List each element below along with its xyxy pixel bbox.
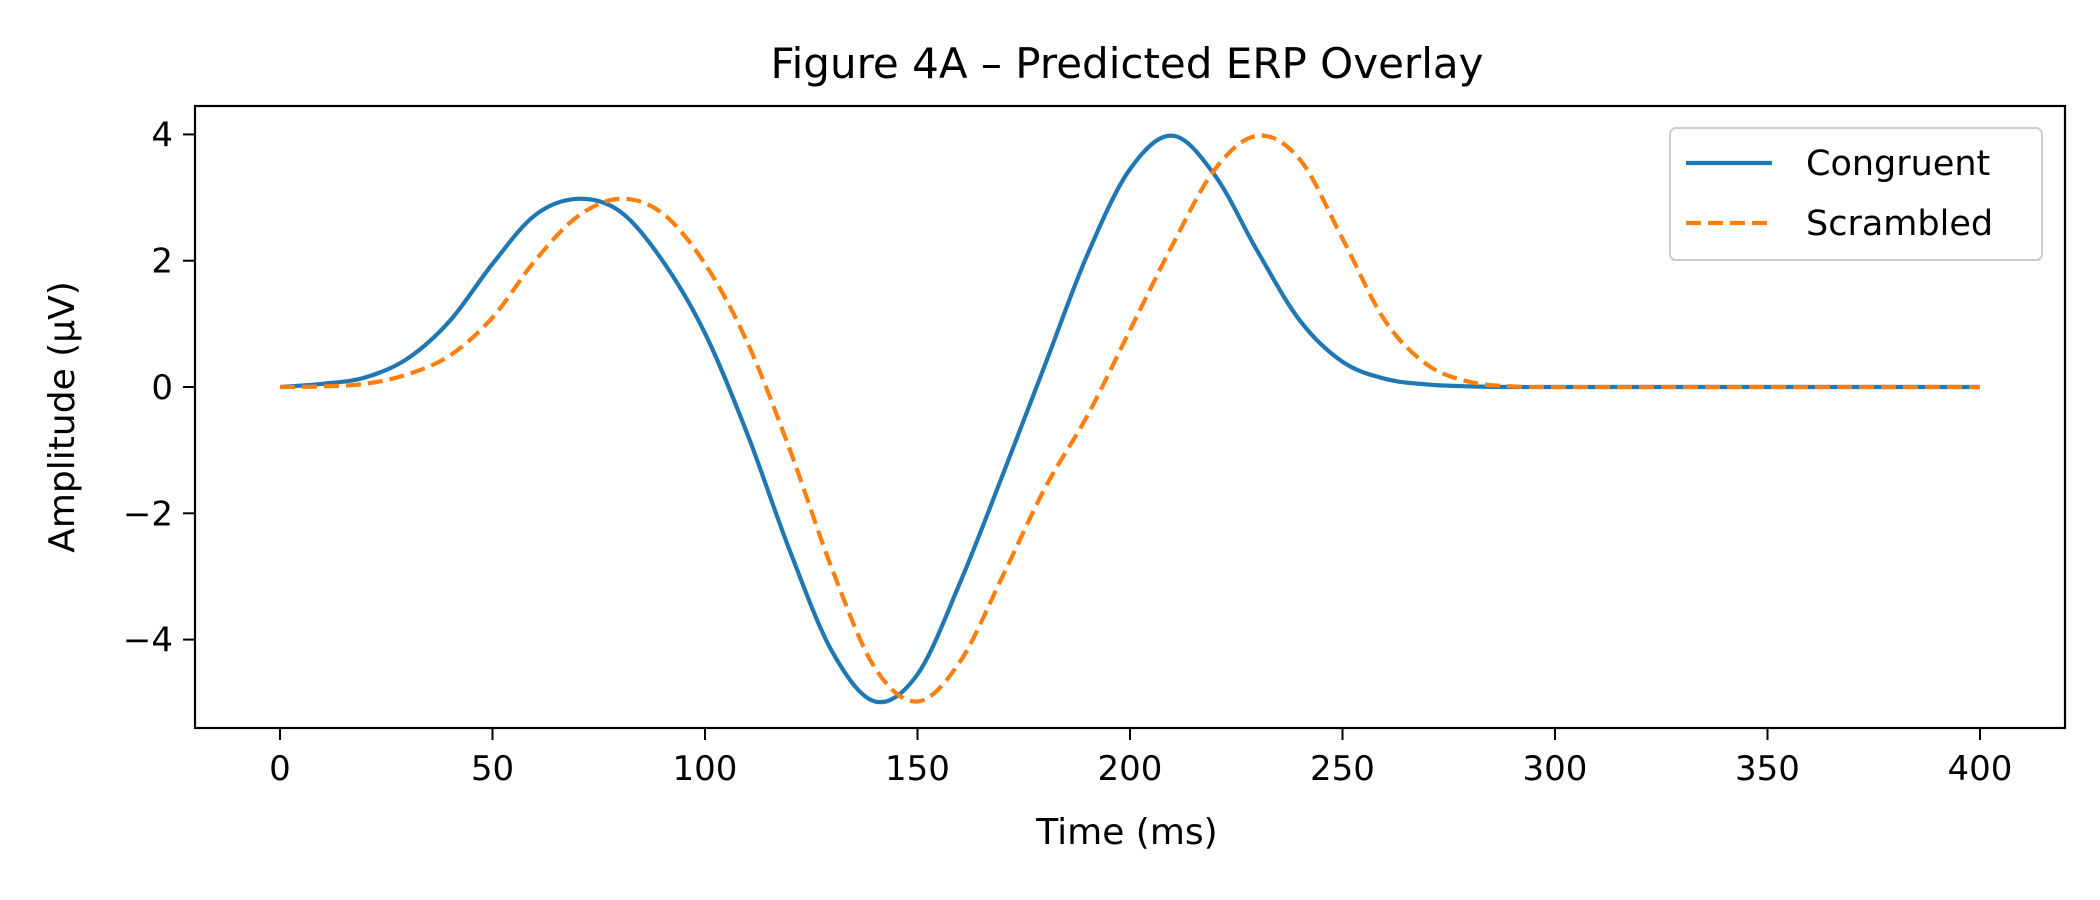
- y-tick-label: 2: [151, 242, 173, 282]
- x-tick-label: 100: [673, 749, 738, 789]
- y-tick-label: −4: [123, 621, 173, 661]
- x-axis-label: Time (ms): [1035, 812, 1217, 853]
- y-tick-label: −2: [123, 494, 173, 534]
- legend-label-congruent: Congruent: [1806, 144, 1990, 184]
- series-layer: [279, 133, 1980, 705]
- x-tick-label: 200: [1098, 749, 1163, 789]
- x-tick-label: 250: [1310, 749, 1375, 789]
- x-tick-label: 150: [885, 749, 950, 789]
- x-axis: 0 50 100 150 200 250 300 350 400: [269, 728, 2012, 789]
- x-tick-label: 50: [471, 749, 514, 789]
- legend: Congruent Scrambled: [1669, 127, 2043, 261]
- chart-title: Figure 4A – Predicted ERP Overlay: [771, 39, 1484, 88]
- y-axis-label: Amplitude (μV): [42, 281, 83, 553]
- x-tick-label: 0: [269, 749, 291, 789]
- x-tick-label: 350: [1735, 749, 1800, 789]
- series-line-congruent: [279, 133, 1980, 705]
- x-tick-label: 400: [1948, 749, 2013, 789]
- x-tick-label: 300: [1523, 749, 1588, 789]
- legend-label-scrambled: Scrambled: [1806, 204, 1993, 244]
- y-axis: −4 −2 0 2 4: [123, 115, 195, 661]
- series-line-scrambled: [279, 133, 1980, 704]
- y-tick-label: 4: [151, 115, 173, 155]
- y-tick-label: 0: [151, 368, 173, 408]
